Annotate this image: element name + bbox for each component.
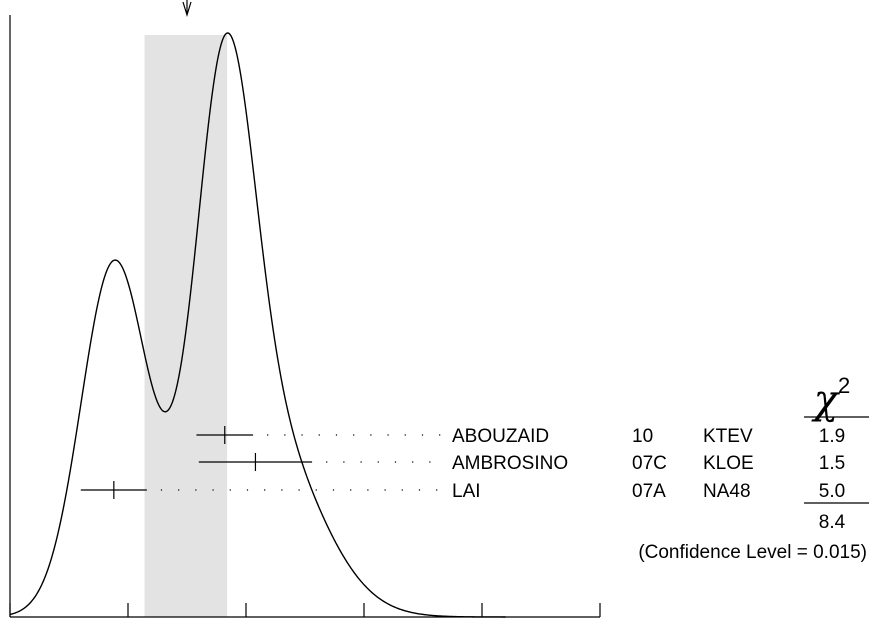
measurement-chi2: 1.5 [819, 453, 845, 474]
average-band [144, 35, 228, 617]
chi2-total: 8.4 [819, 512, 846, 533]
chi2-symbol: χ [811, 377, 841, 423]
measurement-experiment: KLOE [703, 453, 754, 474]
measurement-author: LAI [452, 481, 481, 502]
average-arrow-head [182, 1, 192, 18]
measurement-author: ABOUZAID [452, 426, 549, 447]
chi2-exponent: 2 [838, 373, 850, 398]
measurement-year: 07C [632, 453, 667, 474]
measurement-chi2: 1.9 [819, 426, 845, 447]
measurement-year: 10 [632, 426, 653, 447]
measurements: ABOUZAID 10 KTEV 1.9 AMBROSINO 07C KLOE 1.5 LAI 0… [80, 426, 845, 502]
measurement-year: 07A [632, 481, 666, 502]
measurement-experiment: KTEV [703, 426, 753, 447]
ideogram-curve [9, 32, 506, 618]
confidence-level: (Confidence Level = 0.015) [638, 542, 867, 563]
chi2-header: χ2 [811, 373, 851, 423]
measurement-author: AMBROSINO [452, 453, 568, 474]
measurement-experiment: NA48 [703, 481, 751, 502]
measurement-chi2: 5.0 [819, 481, 845, 502]
